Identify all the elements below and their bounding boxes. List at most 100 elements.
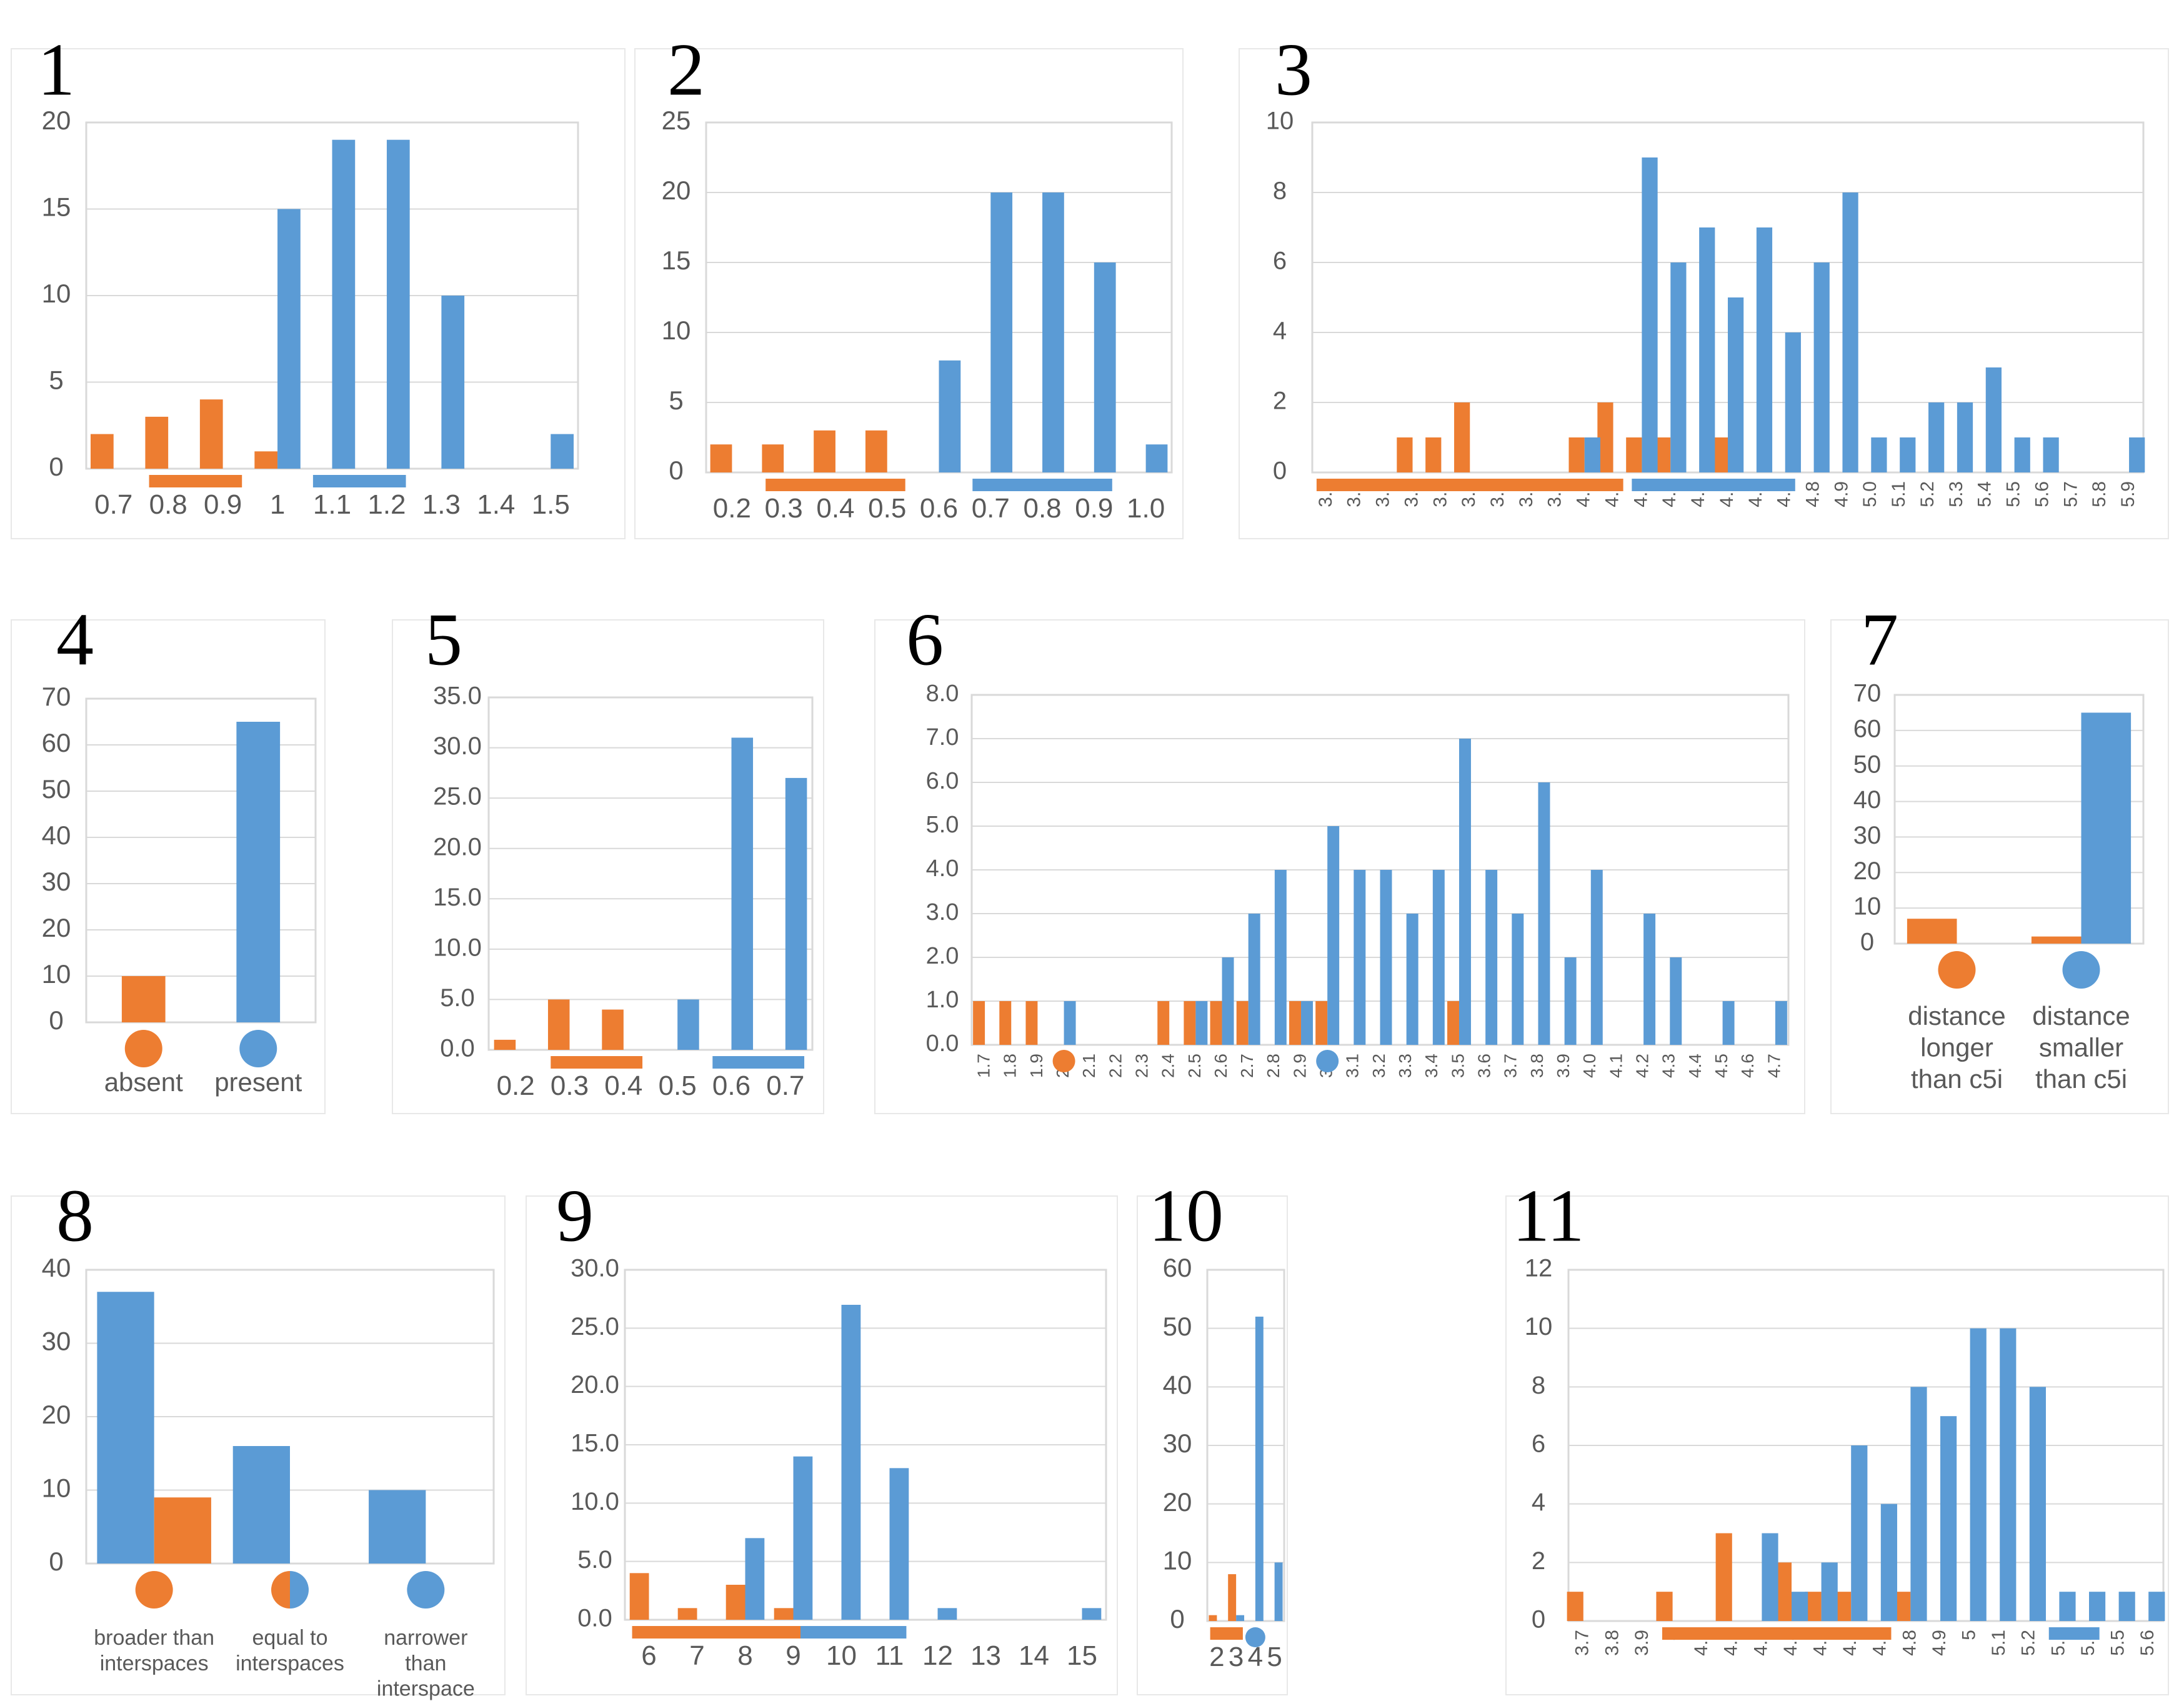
x-tick-label: 5.6 [2137,1630,2158,1656]
y-tick-label: 30 [1163,1429,1192,1458]
x-tick-label: 2.1 [1079,1054,1099,1078]
marker-dot [1938,951,1976,989]
x-tick-label: 5 [1267,1642,1282,1672]
y-tick-label: 0 [49,1005,63,1035]
y-tick-label: 10 [1853,893,1882,920]
x-tick-label: 3.8 [1602,1630,1622,1656]
panel-number: 10 [1149,1174,1224,1257]
x-category-label-line: smaller [2039,1032,2123,1062]
x-tick-label: 5.5 [2108,1630,2128,1656]
panel-frame [1505,1195,2169,1695]
y-tick-label: 4.0 [926,855,959,882]
bar [1626,437,1642,472]
x-tick-label: 2.5 [1185,1054,1204,1078]
bar [1715,1533,1732,1621]
bar [1064,1001,1076,1045]
bar [2014,437,2030,472]
bar [551,434,574,469]
bar [1082,1608,1102,1620]
x-tick-label: 4.9 [1831,481,1852,507]
bar [2031,936,2082,944]
y-tick-label: 25.0 [571,1313,619,1340]
x-category-label-line: than [405,1652,446,1675]
x-tick-label: 2.7 [1237,1054,1257,1078]
x-tick-label: 1.8 [1000,1054,1020,1078]
bar [1643,914,1656,1045]
bar [1813,262,1830,472]
bar [1406,914,1419,1045]
range-bar [712,1056,805,1069]
y-tick-label: 20 [1853,857,1882,885]
range-bar [800,1626,907,1639]
y-tick-label: 20 [1163,1487,1192,1517]
range-bar [149,475,242,487]
y-tick-label: 70 [1853,680,1882,707]
x-tick-label: 9 [785,1640,800,1671]
x-tick-label: 3.6 [1475,1054,1494,1078]
y-tick-label: 30.0 [571,1255,619,1282]
marker-half-blue [290,1571,309,1609]
bar [710,444,732,472]
bar [1210,1001,1222,1045]
x-tick-label: 4.7 [1764,1054,1783,1078]
panel-number: 9 [556,1174,594,1257]
x-tick-label: 0.8 [149,489,187,520]
x-tick-label: 0.7 [766,1070,804,1101]
bar [1900,437,1916,472]
bar [2043,437,2059,472]
bar [677,1608,697,1620]
bar [999,1001,1012,1045]
bar [1728,297,1744,472]
x-category-label: distance smaller than c5i [2032,1001,2130,1094]
bar [602,1009,624,1050]
bar [1699,227,1715,472]
x-tick-label: 2 [1209,1642,1224,1672]
panel-number: 4 [56,598,94,681]
range-bar [1210,1627,1243,1640]
y-tick-label: 35.0 [433,682,482,710]
panel-5: 5 0.0 5.0 10.0 15.0 20.0 25.0 30.0 35.0 0.2 0.3 0.4… [392,598,824,1114]
x-tick-label: 0.9 [1075,493,1113,524]
bar [2148,1592,2165,1621]
bar [1821,1562,1838,1621]
x-tick-label: 4.4 [1685,1054,1705,1078]
bar [97,1292,154,1564]
x-tick-label: 13 [970,1640,1001,1671]
bar [990,192,1013,472]
bar [762,444,784,472]
panel-frame [874,619,1805,1114]
x-tick-label: 3.7 [1501,1054,1520,1078]
x-tick-label: 0.2 [497,1070,535,1101]
x-tick-label: 0.7 [972,493,1010,524]
x-tick-label: 15 [1067,1640,1097,1671]
x-tick-label: 1.2 [367,489,406,520]
bar [1642,157,1658,472]
y-tick-label: 6.0 [926,768,959,794]
y-tick-label: 12 [1525,1255,1553,1282]
bar [1940,1416,1957,1621]
marker-dot [2062,951,2100,989]
bar [865,430,887,472]
bar [1184,1001,1196,1045]
bar [1756,227,1773,472]
bar [1236,1615,1245,1621]
y-tick-label: 10 [1266,107,1294,135]
y-tick-label: 10 [42,279,71,308]
bar [332,139,356,469]
y-tick-label: 0 [49,1547,63,1576]
x-tick-label: 5.6 [2032,481,2052,507]
x-tick-label: 12 [922,1640,953,1671]
y-tick-label: 60 [1163,1253,1192,1282]
y-tick-label: 0.0 [926,1030,959,1057]
bar [2000,1328,2017,1621]
y-tick-label: 15 [662,246,691,275]
x-tick-label: 5.8 [2089,481,2110,507]
y-tick-label: 20 [42,1400,71,1429]
y-tick-label: 6 [1532,1430,1545,1458]
bar [441,296,465,469]
bar [726,1585,745,1620]
bar [90,434,114,469]
